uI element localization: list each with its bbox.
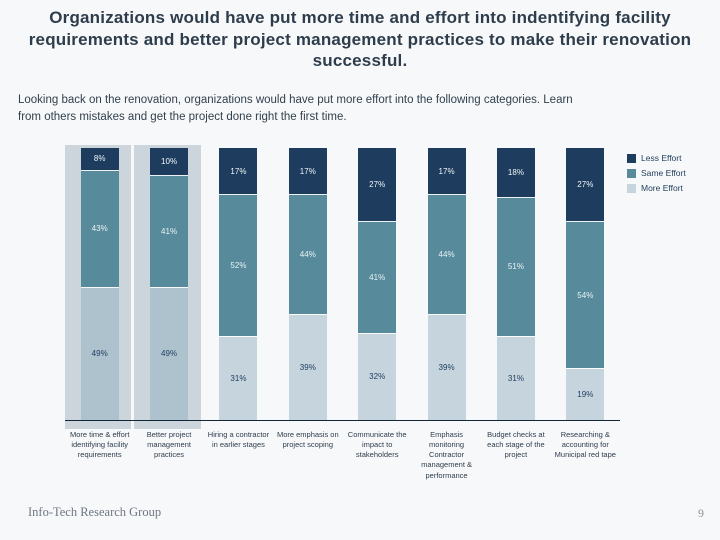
segment-less-effort: 8% [80, 148, 119, 170]
segment-same-effort: 54% [566, 221, 605, 369]
segment-more-effort: 39% [288, 313, 327, 420]
data-label: 10% [161, 157, 178, 167]
category-label: Budget checks at each stage of the proje… [487, 430, 545, 460]
legend-label: Less Effort [641, 153, 682, 163]
segment-more-effort: 49% [80, 286, 119, 420]
segment-more-effort: 19% [566, 368, 605, 420]
stacked-bar: 18% 51% 31% [496, 148, 535, 420]
category-axis: More time & effort identifying facility … [65, 430, 620, 481]
segment-less-effort: 18% [496, 148, 535, 197]
bar-column: 17% 44% 39% [273, 148, 342, 420]
data-label: 17% [230, 166, 247, 176]
segment-more-effort: 39% [427, 313, 466, 420]
bar-column: 18% 51% 31% [481, 148, 550, 420]
stacked-bar: 27% 41% 32% [358, 148, 397, 420]
category-label: Better project management practices [146, 430, 192, 460]
category-label: More time & effort identifying facility … [69, 430, 130, 460]
data-label: 44% [299, 250, 316, 260]
stacked-bar: 27% 54% 19% [566, 148, 605, 420]
data-label: 51% [507, 262, 524, 272]
segment-same-effort: 43% [80, 169, 119, 287]
stacked-bar: 17% 44% 39% [427, 148, 466, 420]
segment-less-effort: 17% [288, 148, 327, 195]
legend-item: Less Effort [627, 153, 686, 163]
data-label: 41% [161, 226, 178, 236]
bar-column: 10% 41% 49% [134, 148, 203, 420]
data-label: 41% [369, 273, 386, 283]
plot-area: 8% 43% 49% 10% 41% 49% 17% 52% 31% 17% 44% 39% 27% 41… [65, 148, 620, 421]
category-label: Communicate the impact to stakeholders [347, 430, 407, 460]
bar-column: 17% 52% 31% [204, 148, 273, 420]
slide-subtitle: Looking back on the renovation, organiza… [18, 94, 573, 123]
segment-less-effort: 10% [150, 148, 189, 176]
segment-more-effort: 31% [219, 335, 258, 420]
legend-label: Same Effort [641, 168, 686, 178]
segment-less-effort: 27% [566, 148, 605, 222]
slide-title: Organizations would have put more time a… [28, 8, 692, 71]
segment-same-effort: 52% [219, 194, 258, 336]
segment-less-effort: 27% [358, 148, 397, 222]
stacked-bar: 8% 43% 49% [80, 148, 119, 420]
data-label: 27% [577, 180, 594, 190]
data-label: 49% [161, 349, 178, 359]
data-label: 52% [230, 260, 247, 270]
bar-column: 8% 43% 49% [65, 148, 134, 420]
segment-less-effort: 17% [219, 148, 258, 195]
data-label: 17% [438, 166, 455, 176]
legend-swatch-same-effort [627, 168, 636, 178]
data-label: 32% [369, 372, 386, 382]
legend-item: More Effort [627, 183, 686, 193]
footer-brand: Info-Tech Research Group [28, 505, 162, 519]
segment-same-effort: 44% [288, 194, 327, 314]
data-label: 31% [230, 373, 247, 383]
data-label: 17% [299, 166, 316, 176]
segment-more-effort: 49% [150, 286, 189, 420]
category-label: Emphasis monitoring Contractor managemen… [421, 430, 472, 480]
data-label: 39% [438, 362, 455, 372]
legend-label: More Effort [641, 183, 683, 193]
segment-same-effort: 41% [150, 175, 189, 287]
category-label: Hiring a contractor in earlier stages [207, 430, 270, 450]
data-label: 43% [91, 224, 108, 234]
data-label: 44% [438, 250, 455, 260]
legend-swatch-less-effort [627, 153, 636, 163]
data-label: 18% [507, 167, 524, 177]
legend-item: Same Effort [627, 168, 686, 178]
data-label: 39% [299, 362, 316, 372]
category-label: Researching & accounting for Municipal r… [554, 430, 616, 460]
page-number: 9 [698, 506, 704, 520]
stacked-bar: 17% 52% 31% [219, 148, 258, 420]
bar-column: 17% 44% 39% [412, 148, 481, 420]
data-label: 8% [93, 154, 106, 164]
segment-same-effort: 51% [496, 196, 535, 336]
segment-more-effort: 31% [496, 335, 535, 420]
data-label: 49% [91, 349, 108, 359]
segment-more-effort: 32% [358, 332, 397, 420]
data-label: 31% [507, 373, 524, 383]
stacked-bar: 17% 44% 39% [288, 148, 327, 420]
legend-swatch-more-effort [627, 183, 636, 193]
segment-same-effort: 41% [358, 221, 397, 333]
data-label: 27% [369, 180, 386, 190]
stacked-bar-chart: 8% 43% 49% 10% 41% 49% 17% 52% 31% 17% 44% 39% 27% 41… [65, 145, 686, 480]
category-label: More emphasis on project scoping [276, 430, 339, 450]
stacked-bar: 10% 41% 49% [150, 148, 189, 420]
segment-same-effort: 44% [427, 194, 466, 314]
data-label: 19% [577, 390, 594, 400]
bar-column: 27% 54% 19% [551, 148, 620, 420]
bar-column: 27% 41% 32% [343, 148, 412, 420]
chart-legend: Less Effort Same Effort More Effort [627, 153, 686, 193]
segment-less-effort: 17% [427, 148, 466, 195]
data-label: 54% [577, 290, 594, 300]
